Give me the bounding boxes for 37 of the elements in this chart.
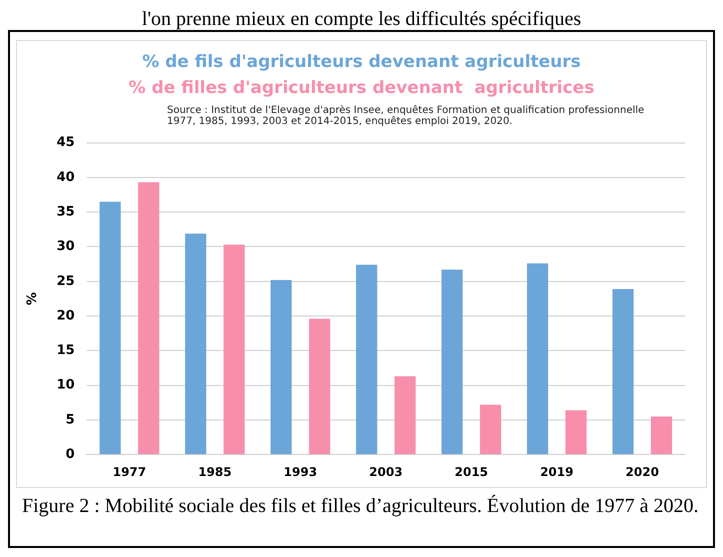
bar [650, 416, 672, 454]
y-tick-label: 15 [56, 343, 75, 358]
bar [565, 410, 587, 454]
x-tick-label: 2015 [454, 464, 488, 479]
bar [442, 270, 463, 454]
y-tick-label: 0 [66, 446, 75, 462]
bar [100, 202, 121, 454]
bar [185, 234, 206, 454]
y-tick-label: 40 [56, 170, 75, 185]
bar [394, 376, 416, 454]
x-tick-label: 2003 [369, 464, 403, 479]
y-tick-label: 10 [56, 378, 75, 393]
bar [224, 244, 245, 454]
bar [612, 289, 634, 454]
text: % de filles d'agriculteurs devenant agricultrices [128, 77, 596, 100]
y-tick-label: 45 [56, 135, 75, 150]
y-tick-label: 5 [66, 412, 75, 428]
y-tick-label: 30 [56, 239, 75, 254]
bar [356, 264, 378, 454]
x-tick-label: 2019 [540, 464, 574, 479]
x-tick-label: 1977 [112, 464, 146, 479]
y-tick-label: 20 [56, 308, 75, 324]
bar [138, 182, 160, 454]
bar [270, 280, 292, 454]
y-tick-label: 35 [56, 204, 75, 220]
text: % de fils d'agriculteurs devenant agriculteurs [141, 51, 582, 74]
bar [309, 318, 330, 454]
bar [526, 263, 548, 454]
y-axis-title: % [25, 292, 40, 306]
y-tick-label: 25 [56, 274, 75, 289]
source-note: Source : Institut de l'Elevage d'après Insee, enquêtes Formation et qualification professionnelle 1977, 1985, 1993, 2003 et 2014-2015, enquêtes emploi 2019, 2020. [167, 105, 667, 127]
x-tick-label: 1985 [198, 464, 232, 479]
x-tick-label: 2020 [626, 464, 659, 479]
caption: Figure 2 : Mobilité sociale des fils et filles d’agriculteurs. Évolution de 1977 à 2020. [21, 494, 700, 519]
bar [480, 404, 502, 454]
x-tick-label: 1993 [284, 464, 318, 479]
text: l'on prenne mieux en compte les difficultés spécifiques [140, 8, 582, 30]
